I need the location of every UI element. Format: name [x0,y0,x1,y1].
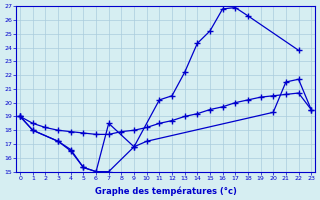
X-axis label: Graphe des températures (°c): Graphe des températures (°c) [95,186,236,196]
